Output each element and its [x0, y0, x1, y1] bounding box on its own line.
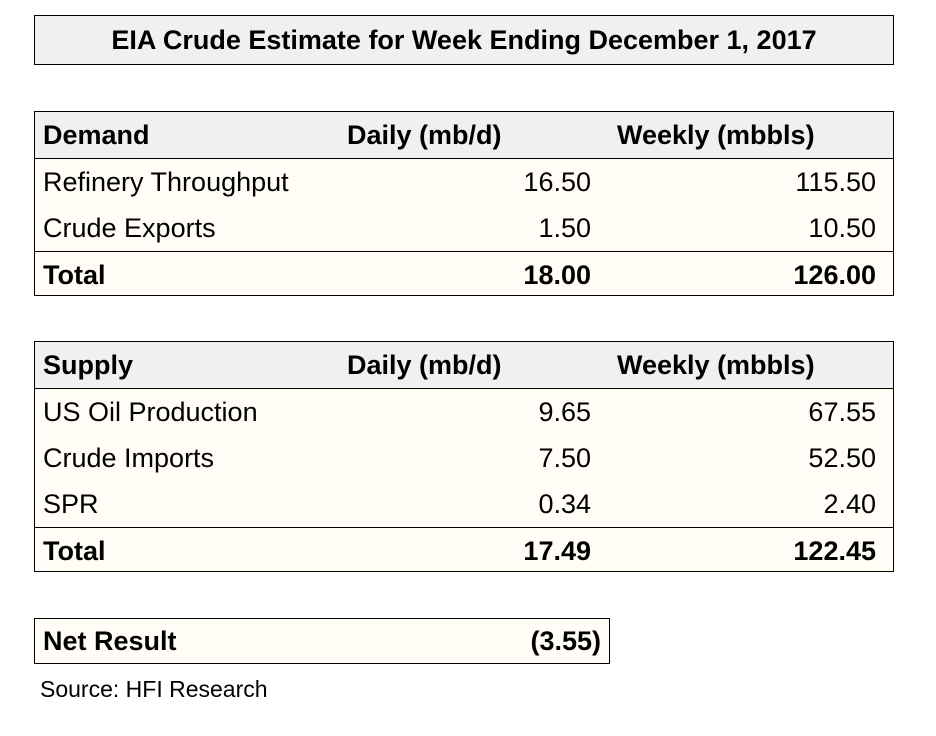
net-result-box: Net Result (3.55)	[34, 618, 610, 664]
row-weekly-value: 2.40	[823, 489, 876, 519]
demand-header-daily: Daily (mb/d)	[347, 120, 502, 150]
row-label: SPR	[43, 489, 99, 519]
supply-table: Supply Daily (mb/d) Weekly (mbbls) US Oi…	[34, 341, 894, 572]
page-title: EIA Crude Estimate for Week Ending Decem…	[34, 15, 894, 65]
row-weekly-value: 52.50	[808, 443, 876, 473]
row-weekly-value: 10.50	[808, 213, 876, 243]
table-row: Crude Exports 1.50 10.50	[35, 205, 893, 251]
supply-header-daily: Daily (mb/d)	[347, 350, 502, 380]
supply-header-weekly: Weekly (mbbls)	[617, 350, 815, 380]
total-daily-value: 17.49	[523, 536, 591, 566]
supply-header-row: Supply Daily (mb/d) Weekly (mbbls)	[35, 342, 893, 389]
total-weekly-value: 122.45	[793, 536, 876, 566]
demand-header-weekly: Weekly (mbbls)	[617, 120, 815, 150]
row-label: US Oil Production	[43, 397, 258, 427]
table-row: SPR 0.34 2.40	[35, 481, 893, 527]
total-label: Total	[43, 260, 106, 290]
row-daily-value: 0.34	[538, 489, 591, 519]
total-daily-value: 18.00	[523, 260, 591, 290]
row-weekly-value: 115.50	[795, 167, 876, 197]
demand-total-row: Total 18.00 126.00	[35, 251, 893, 298]
total-weekly-value: 126.00	[793, 260, 876, 290]
table-row: Crude Imports 7.50 52.50	[35, 435, 893, 481]
net-result-value: (3.55)	[530, 626, 601, 656]
row-daily-value: 16.50	[523, 167, 591, 197]
supply-header-label: Supply	[43, 350, 134, 380]
row-label: Refinery Throughput	[43, 167, 289, 197]
table-row: Refinery Throughput 16.50 115.50	[35, 159, 893, 205]
row-daily-value: 1.50	[538, 213, 591, 243]
supply-total-row: Total 17.49 122.45	[35, 527, 893, 574]
table-row: US Oil Production 9.65 67.55	[35, 389, 893, 435]
demand-header-label: Demand	[43, 120, 150, 150]
net-result-label: Net Result	[43, 626, 177, 656]
row-label: Crude Imports	[43, 443, 215, 473]
demand-header-row: Demand Daily (mb/d) Weekly (mbbls)	[35, 112, 893, 159]
total-label: Total	[43, 536, 106, 566]
demand-table: Demand Daily (mb/d) Weekly (mbbls) Refin…	[34, 111, 894, 296]
row-daily-value: 7.50	[538, 443, 591, 473]
row-label: Crude Exports	[43, 213, 216, 243]
row-weekly-value: 67.55	[808, 397, 876, 427]
source-note: Source: HFI Research	[40, 676, 268, 702]
row-daily-value: 9.65	[538, 397, 591, 427]
